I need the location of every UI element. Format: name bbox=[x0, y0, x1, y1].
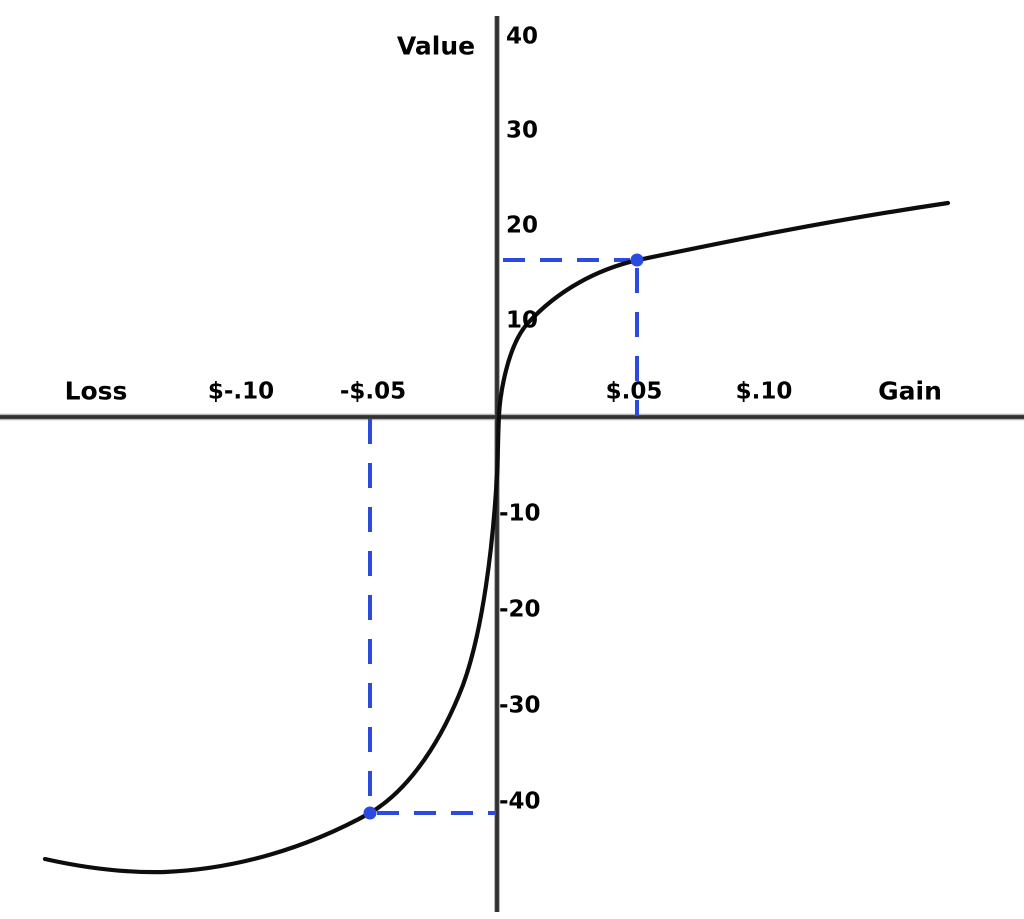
y-axis-title: Value bbox=[396, 31, 476, 61]
y-tick-neg-40: -40 bbox=[499, 788, 541, 815]
y-tick-neg-20: -20 bbox=[499, 596, 541, 623]
x-axis-label-loss: Loss bbox=[64, 376, 128, 406]
x-tick-neg-5-cents: -$.05 bbox=[339, 378, 407, 405]
y-tick-30: 30 bbox=[506, 117, 539, 144]
gain-point-marker bbox=[630, 253, 644, 267]
y-tick-neg-30: -30 bbox=[499, 692, 541, 719]
y-tick-40: 40 bbox=[506, 23, 539, 50]
x-axis-label-gain: Gain bbox=[878, 376, 942, 406]
y-tick-20: 20 bbox=[506, 212, 539, 239]
x-tick-10-cents: $.10 bbox=[735, 378, 793, 405]
x-tick-5-cents: $.05 bbox=[605, 378, 663, 405]
x-tick-neg-10-cents: $-.10 bbox=[207, 378, 275, 405]
loss-point-marker bbox=[363, 806, 377, 820]
y-tick-10: 10 bbox=[506, 307, 539, 334]
y-tick-neg-10: -10 bbox=[499, 500, 541, 527]
